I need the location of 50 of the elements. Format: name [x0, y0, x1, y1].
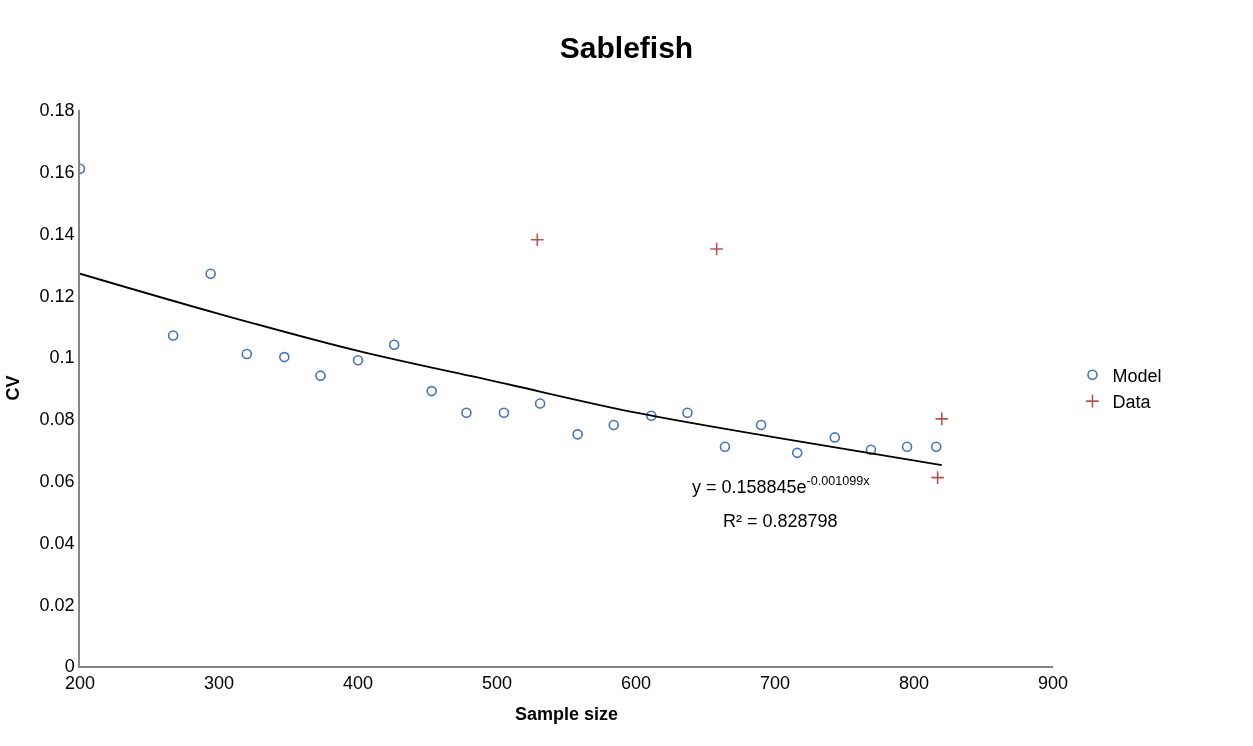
- point: [930, 441, 942, 452]
- point: [791, 447, 803, 459]
- x-tick-label: 600: [620, 673, 652, 694]
- y-tick-label: 0.1: [49, 347, 75, 368]
- point: [498, 407, 510, 419]
- y-tick-label: 0.16: [39, 162, 75, 183]
- point: [755, 419, 767, 431]
- y-tick-label: 0.08: [39, 409, 75, 430]
- point: [534, 398, 546, 409]
- y-tick-label: 0.04: [39, 532, 75, 553]
- point: [829, 432, 841, 443]
- x-tick-label: 300: [203, 673, 235, 694]
- point: [388, 339, 400, 351]
- line-series: [80, 272, 943, 467]
- point: [682, 407, 693, 419]
- y-axis-title: CV: [3, 375, 24, 401]
- y-tick-label: 0.12: [39, 285, 75, 306]
- point: [934, 411, 949, 426]
- point: [930, 470, 945, 485]
- legend-label: Data: [1112, 392, 1152, 413]
- point: [608, 419, 620, 431]
- x-tick-label: 900: [1037, 673, 1069, 694]
- legend-label: Model: [1112, 365, 1162, 386]
- y-tick-label: 0.18: [39, 100, 75, 121]
- x-tick-label: 800: [898, 673, 930, 694]
- annotation: y = 0.158845e$^{-0.001099x}$: [692, 474, 871, 497]
- point: [530, 232, 545, 247]
- point: [645, 410, 657, 422]
- x-tick-label: 700: [759, 673, 791, 694]
- point: [241, 348, 253, 360]
- point: [352, 354, 364, 366]
- point: [167, 330, 179, 341]
- point: [719, 441, 731, 452]
- y-tick-label: 0.14: [39, 223, 75, 244]
- point: [315, 370, 326, 381]
- annotation: R² = 0.828798: [723, 511, 838, 531]
- x-tick-label: 500: [481, 673, 513, 694]
- point: [426, 385, 437, 397]
- point: [865, 444, 877, 456]
- point: [572, 429, 583, 440]
- point: [709, 241, 724, 257]
- point: [205, 268, 216, 280]
- point: [901, 441, 913, 452]
- y-tick-label: 0.06: [39, 470, 75, 491]
- y-tick-label: 0.02: [39, 594, 75, 615]
- x-axis-title: Sample size: [514, 703, 619, 724]
- point: [461, 407, 472, 419]
- point: [279, 351, 290, 363]
- x-tick-label: 400: [342, 673, 374, 694]
- chart-title: Sablefish: [559, 31, 694, 65]
